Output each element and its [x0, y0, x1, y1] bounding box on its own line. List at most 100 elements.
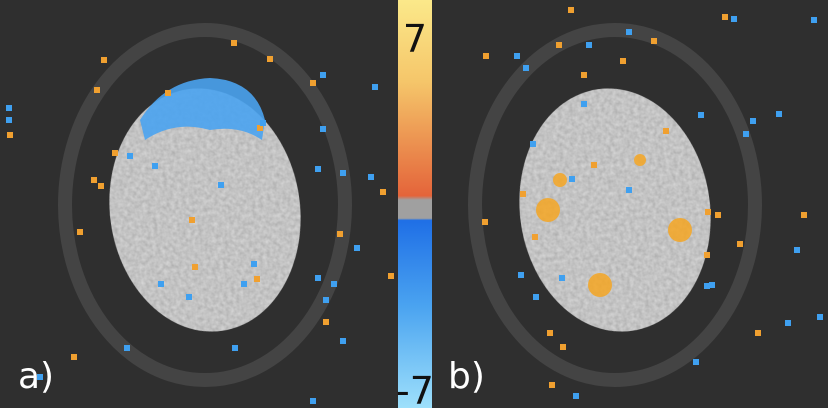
voxel — [483, 53, 489, 59]
voxel — [626, 29, 632, 35]
voxel — [71, 354, 77, 360]
voxel — [755, 330, 761, 336]
voxel — [709, 282, 715, 288]
voxel — [323, 297, 329, 303]
voxel — [514, 53, 520, 59]
voxel — [337, 231, 343, 237]
voxel — [626, 187, 632, 193]
voxel — [715, 212, 721, 218]
voxel — [705, 209, 711, 215]
voxel — [581, 72, 587, 78]
voxel — [817, 314, 823, 320]
noise-voxels — [6, 7, 823, 404]
colorbar — [398, 0, 432, 408]
activation-blue — [140, 78, 265, 140]
voxel — [651, 38, 657, 44]
voxel — [254, 276, 260, 282]
voxel — [257, 125, 263, 131]
voxel — [340, 170, 346, 176]
voxel — [750, 118, 756, 124]
voxel — [523, 65, 529, 71]
voxel — [320, 72, 326, 78]
voxel — [91, 177, 97, 183]
voxel — [388, 273, 394, 279]
colorbar-min: -7 — [396, 369, 434, 408]
voxel — [663, 128, 669, 134]
voxel — [323, 319, 329, 325]
voxel — [331, 281, 337, 287]
voxel — [743, 131, 749, 137]
voxel — [320, 126, 326, 132]
voxel — [6, 105, 12, 111]
voxel — [568, 7, 574, 13]
voxel — [704, 252, 710, 258]
voxel — [368, 174, 374, 180]
voxel — [165, 90, 171, 96]
voxel — [218, 182, 224, 188]
voxel — [127, 153, 133, 159]
activation-orange — [536, 154, 692, 297]
voxel — [591, 162, 597, 168]
voxel — [380, 189, 386, 195]
voxel — [547, 330, 553, 336]
voxel — [112, 150, 118, 156]
voxel — [520, 191, 526, 197]
voxel — [192, 264, 198, 270]
voxel — [241, 281, 247, 287]
voxel — [518, 272, 524, 278]
voxel — [152, 163, 158, 169]
voxel — [101, 57, 107, 63]
voxel — [530, 141, 536, 147]
voxel — [6, 117, 12, 123]
brain-slice — [109, 88, 301, 332]
voxel — [560, 344, 566, 350]
voxel — [354, 245, 360, 251]
voxel — [7, 132, 13, 138]
voxel — [37, 374, 43, 380]
voxel — [811, 17, 817, 23]
voxel — [260, 120, 266, 126]
voxel — [310, 398, 316, 404]
voxel — [559, 275, 565, 281]
voxel — [776, 111, 782, 117]
skull-ring — [468, 23, 762, 387]
voxel — [722, 14, 728, 20]
voxel — [704, 283, 710, 289]
voxel — [372, 84, 378, 90]
voxel — [737, 241, 743, 247]
voxel — [482, 219, 488, 225]
voxel — [785, 320, 791, 326]
panel-label: a) — [18, 356, 54, 397]
voxel — [620, 58, 626, 64]
voxel — [94, 87, 100, 93]
brain-slice — [519, 88, 711, 332]
voxel — [549, 382, 555, 388]
voxel — [569, 176, 575, 182]
panel-label: b) — [448, 356, 485, 397]
voxel — [533, 294, 539, 300]
voxel — [124, 345, 130, 351]
voxel — [556, 42, 562, 48]
voxel — [267, 56, 273, 62]
voxel — [693, 359, 699, 365]
voxel — [532, 234, 538, 240]
voxel — [315, 166, 321, 172]
voxel — [340, 338, 346, 344]
voxel — [310, 80, 316, 86]
voxel — [186, 294, 192, 300]
voxel — [189, 217, 195, 223]
voxel — [158, 281, 164, 287]
voxel — [251, 261, 257, 267]
voxel — [98, 183, 104, 189]
voxel — [581, 101, 587, 107]
voxel — [232, 345, 238, 351]
voxel — [231, 40, 237, 46]
voxel — [315, 275, 321, 281]
colorbar-max: 7 — [403, 17, 427, 61]
voxel — [698, 112, 704, 118]
voxel — [573, 393, 579, 399]
voxel — [77, 229, 83, 235]
voxel — [801, 212, 807, 218]
voxel — [731, 16, 737, 22]
